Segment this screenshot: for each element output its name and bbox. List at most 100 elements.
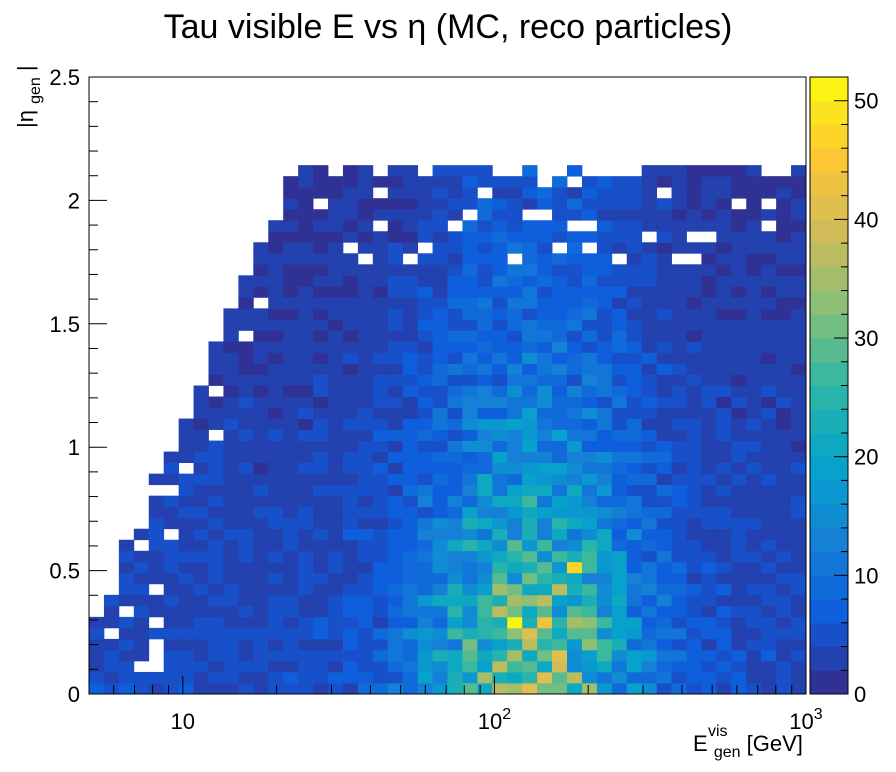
heatmap-cell — [477, 583, 493, 596]
heatmap-cell — [611, 363, 628, 375]
heatmap-cell — [342, 627, 359, 640]
heatmap-cell — [776, 462, 792, 475]
heatmap-cell — [492, 605, 508, 618]
heatmap-cell — [746, 660, 762, 673]
heatmap-cell — [477, 473, 493, 486]
heatmap-cell — [686, 187, 702, 199]
heatmap-cell — [746, 616, 762, 629]
heatmap-cell — [477, 605, 493, 618]
heatmap-cell — [417, 407, 433, 419]
heatmap-cell — [432, 561, 448, 574]
heatmap-cell — [313, 187, 329, 199]
heatmap-cell — [522, 517, 538, 530]
heatmap-cell — [462, 418, 478, 430]
heatmap-cell — [671, 429, 687, 441]
heatmap-cell — [298, 385, 314, 397]
heatmap-cell — [298, 253, 314, 265]
heatmap-cell — [298, 572, 314, 585]
heatmap-cell — [432, 616, 448, 629]
heatmap-cell — [567, 264, 583, 276]
heatmap-cell — [567, 451, 583, 464]
heatmap-cell — [507, 363, 523, 375]
heatmap-cell — [253, 418, 269, 430]
heatmap-cell — [507, 506, 523, 519]
heatmap-cell — [313, 253, 329, 265]
heatmap-cell — [387, 341, 404, 353]
heatmap-cell — [567, 517, 583, 530]
heatmap-cell — [313, 495, 329, 508]
heatmap-cell — [701, 198, 717, 210]
heatmap-cell — [596, 275, 613, 287]
heatmap-cell — [118, 682, 135, 695]
heatmap-cell — [626, 374, 643, 386]
heatmap-cell — [342, 176, 359, 188]
y-axis-label-right: | — [13, 65, 38, 71]
heatmap-cell — [193, 517, 209, 530]
heatmap-cell — [417, 429, 433, 441]
heatmap-cell — [522, 297, 538, 309]
heatmap-cell — [268, 440, 284, 453]
heatmap-cell — [357, 517, 374, 530]
heatmap-cell — [611, 605, 628, 618]
heatmap-cell — [716, 671, 732, 684]
heatmap-cell — [477, 385, 493, 397]
heatmap-cell — [178, 528, 194, 541]
heatmap-cell — [537, 330, 553, 342]
heatmap-cell — [611, 198, 628, 210]
heatmap-cell — [402, 539, 419, 552]
heatmap-cell — [223, 638, 239, 651]
heatmap-cell — [357, 561, 374, 574]
heatmap-cell — [268, 220, 284, 232]
heatmap-cell — [477, 352, 493, 364]
heatmap-cell — [596, 583, 613, 596]
heatmap-cell — [432, 352, 448, 364]
heatmap-cell — [567, 528, 583, 541]
heatmap-cell — [253, 440, 269, 453]
heatmap-cell — [298, 286, 314, 298]
heatmap-cell — [671, 462, 687, 475]
heatmap-cell — [641, 407, 658, 419]
heatmap-cell — [537, 319, 553, 331]
heatmap-cell — [746, 209, 762, 221]
heatmap-cell — [731, 660, 747, 673]
heatmap-cell — [268, 330, 284, 342]
heatmap-cell — [537, 539, 553, 552]
heatmap-cell — [118, 539, 135, 552]
heatmap-cell — [417, 253, 433, 265]
heatmap-cell — [761, 242, 777, 254]
heatmap-cell — [417, 308, 433, 320]
heatmap-cell — [626, 319, 643, 331]
heatmap-cell — [178, 660, 194, 673]
heatmap-cell — [746, 682, 762, 695]
heatmap-cell — [656, 242, 672, 254]
heatmap-cell — [477, 220, 493, 232]
heatmap-cell — [387, 473, 404, 486]
heatmap-cell — [746, 484, 762, 497]
heatmap-cell — [626, 231, 643, 243]
heatmap-cell — [641, 506, 658, 519]
heatmap-cell — [417, 671, 433, 684]
heatmap-cell — [462, 550, 478, 563]
heatmap-cell — [596, 407, 613, 419]
y-tick-label: 1.5 — [49, 312, 80, 337]
heatmap-cell — [208, 671, 224, 684]
heatmap-cell — [626, 396, 643, 408]
heatmap-cell — [223, 583, 239, 596]
heatmap-cell — [238, 638, 254, 651]
heatmap-cell — [208, 451, 224, 464]
heatmap-cell — [342, 550, 359, 563]
heatmap-cell — [328, 176, 344, 188]
heatmap-cell — [581, 308, 598, 320]
heatmap-cell — [477, 561, 493, 574]
heatmap-cell — [208, 550, 224, 563]
heatmap-cell — [776, 649, 792, 662]
heatmap-cell — [313, 550, 329, 563]
heatmap-cell — [477, 528, 493, 541]
heatmap-cell — [776, 671, 792, 684]
heatmap-cell — [656, 583, 672, 596]
heatmap-cell — [686, 176, 702, 188]
heatmap-cell — [163, 572, 180, 585]
heatmap-cell — [492, 429, 508, 441]
heatmap-cell — [462, 187, 478, 199]
heatmap-cell — [731, 363, 747, 375]
